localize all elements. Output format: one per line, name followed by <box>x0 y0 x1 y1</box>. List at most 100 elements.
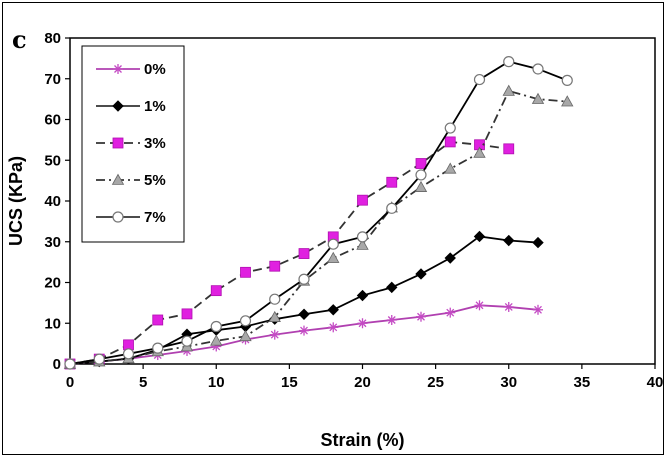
data-point <box>473 230 486 243</box>
legend: 0% 1% 3% 5% 7% <box>81 45 185 243</box>
data-point <box>327 251 340 263</box>
data-point <box>64 358 76 370</box>
data-point <box>181 308 193 320</box>
legend-label: 3% <box>144 135 166 152</box>
legend-marker <box>112 100 124 112</box>
x-tick-label: 20 <box>354 374 371 391</box>
legend-item: 0% <box>96 61 166 78</box>
data-point <box>386 176 398 188</box>
data-point <box>152 314 164 326</box>
y-axis-title: UCS (KPa) <box>6 156 26 246</box>
x-tick-label: 40 <box>647 374 664 391</box>
series-4 <box>64 56 573 370</box>
data-point <box>414 180 428 192</box>
data-point <box>269 260 281 272</box>
data-point <box>532 63 544 75</box>
legend-item: 7% <box>96 209 166 226</box>
data-point <box>473 73 486 86</box>
legend-box <box>81 45 185 243</box>
axes: 0 5 10 15 20 25 30 35 40 0 10 20 30 40 50 60 70 80 <box>44 30 663 391</box>
legend-label: 1% <box>144 98 166 115</box>
x-tick-label: 35 <box>574 374 591 391</box>
data-point <box>298 273 310 285</box>
x-tick-label: 25 <box>427 374 444 391</box>
data-point <box>210 320 222 333</box>
data-point <box>357 318 368 329</box>
data-point <box>181 335 193 347</box>
data-point <box>386 314 397 325</box>
legend-marker <box>112 137 124 149</box>
x-tick-label: 10 <box>208 374 225 391</box>
data-point <box>444 122 456 134</box>
data-point <box>299 325 309 336</box>
data-point <box>356 231 369 243</box>
data-point <box>328 322 339 333</box>
y-tick-label: 20 <box>44 275 61 292</box>
data-point <box>239 329 252 342</box>
data-point <box>531 92 545 104</box>
y-tick-label: 60 <box>44 112 61 129</box>
legend-label: 7% <box>144 209 166 226</box>
data-point <box>416 311 426 322</box>
data-point <box>269 329 280 340</box>
data-point <box>503 234 515 247</box>
legend-item: 3% <box>96 135 166 152</box>
data-point <box>561 95 574 107</box>
y-tick-label: 70 <box>44 71 61 88</box>
x-axis-title: Strain (%) <box>320 430 404 450</box>
legend-label: 0% <box>144 61 166 78</box>
y-tick-label: 30 <box>44 234 61 251</box>
data-point <box>327 304 339 316</box>
x-tick-label: 5 <box>139 374 147 391</box>
data-point <box>561 74 573 86</box>
x-tick-label: 15 <box>281 374 298 391</box>
data-point <box>445 307 456 318</box>
data-point <box>503 56 515 68</box>
data-point <box>415 169 427 181</box>
data-point <box>503 143 515 155</box>
data-point <box>473 146 486 158</box>
data-point <box>269 293 281 305</box>
data-point <box>240 266 251 278</box>
legend-marker <box>113 64 123 74</box>
data-point <box>532 236 544 249</box>
data-point <box>444 136 456 148</box>
data-point <box>415 158 427 169</box>
data-point <box>298 248 310 259</box>
data-point <box>386 281 398 294</box>
legend-item: 5% <box>96 172 166 189</box>
y-tick-label: 80 <box>44 30 61 47</box>
series-layer <box>63 56 574 370</box>
legend-item: 1% <box>96 98 166 115</box>
legend-label: 5% <box>144 172 166 189</box>
data-point <box>327 238 339 250</box>
data-point <box>474 300 485 311</box>
data-point <box>356 238 369 250</box>
x-tick-label: 0 <box>66 374 74 391</box>
x-tick-label: 30 <box>500 374 517 391</box>
data-point <box>298 308 310 320</box>
data-point <box>415 268 427 280</box>
data-point <box>502 84 515 96</box>
panel-label: c <box>12 25 27 54</box>
data-point <box>503 301 514 312</box>
data-point <box>210 334 223 346</box>
data-point <box>210 285 222 297</box>
legend-marker <box>112 211 124 223</box>
y-tick-label: 50 <box>44 152 61 169</box>
data-point <box>533 304 543 315</box>
y-tick-label: 10 <box>44 315 61 332</box>
data-point <box>444 252 456 264</box>
legend-marker <box>111 173 125 185</box>
data-point <box>268 310 281 322</box>
data-point <box>386 202 398 214</box>
data-point <box>444 162 457 174</box>
data-point <box>152 342 164 354</box>
data-point <box>122 348 135 360</box>
data-point <box>356 289 369 302</box>
series-line <box>69 89 568 365</box>
data-point <box>239 315 252 327</box>
y-tick-label: 40 <box>44 193 61 210</box>
data-point <box>357 194 368 206</box>
